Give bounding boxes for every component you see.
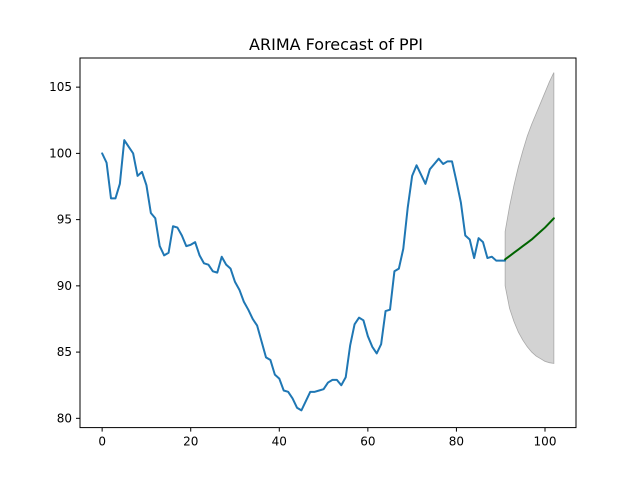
x-tick-label: 80 [449, 435, 464, 449]
confidence-band [504, 72, 555, 364]
axes-frame [79, 57, 577, 429]
chart-title: ARIMA Forecast of PPI [249, 35, 423, 54]
x-tick-label: 0 [98, 435, 106, 449]
x-axis: 0 20 40 60 80 100 [98, 427, 557, 449]
y-tick-label: 100 [49, 146, 72, 160]
plot-area [101, 72, 555, 412]
y-tick-label: 85 [57, 345, 72, 359]
forecast-series-line [504, 217, 555, 261]
y-axis: 80 85 90 95 100 105 [49, 80, 80, 425]
y-tick-label: 105 [49, 80, 72, 94]
x-tick-label: 40 [272, 435, 287, 449]
y-tick-label: 95 [57, 213, 72, 227]
x-tick-label: 100 [534, 435, 557, 449]
x-tick-label: 60 [360, 435, 375, 449]
y-tick-label: 80 [57, 411, 72, 425]
y-tick-label: 90 [57, 279, 72, 293]
observed-series-line [101, 139, 507, 412]
x-tick-label: 20 [183, 435, 198, 449]
